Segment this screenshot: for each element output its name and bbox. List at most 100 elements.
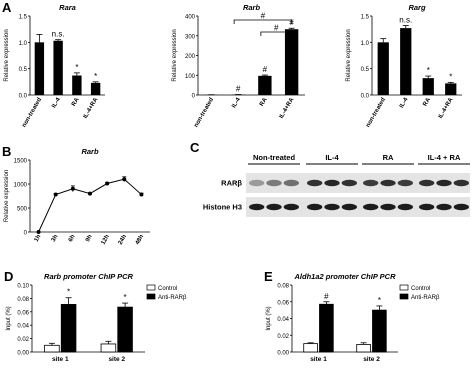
x-tick-label: 1h — [34, 234, 43, 243]
y-tick-label: 0.0 — [361, 94, 370, 100]
chart-title: Aldh1a2 promoter ChIP PCR — [294, 272, 397, 281]
lane-group-label: IL-4 — [325, 153, 339, 162]
y-tick-label: 0 — [192, 94, 196, 100]
x-tick-label: IL-4+RA — [438, 96, 455, 119]
y-tick-label: 0.04 — [17, 324, 29, 330]
y-tick-label: 400 — [185, 15, 196, 21]
legend-swatch — [399, 284, 409, 291]
y-tick-label: 1.0 — [361, 41, 370, 47]
annotation: * — [67, 288, 70, 297]
bar — [356, 344, 371, 353]
bar — [90, 82, 101, 95]
point — [70, 186, 75, 191]
annotation: # — [263, 65, 268, 74]
blot-band — [380, 203, 396, 211]
x-tick-label: RA — [71, 96, 81, 107]
panel-label: A — [2, 0, 12, 15]
panel-label: D — [4, 269, 13, 284]
y-tick-label: 0.00 — [17, 351, 29, 357]
bar — [303, 343, 318, 353]
bar — [319, 303, 334, 353]
annotation: * — [449, 72, 452, 81]
x-tick-label: RA — [422, 96, 432, 107]
y-tick-label: 0.10 — [17, 284, 29, 290]
blot-band — [341, 203, 358, 211]
bar — [445, 83, 457, 95]
annotation: * — [378, 296, 381, 305]
chart-title: Rarb — [243, 3, 261, 12]
y-tick-label: 1500 — [14, 159, 28, 165]
legend-swatch — [146, 284, 156, 291]
line — [38, 178, 142, 233]
blot-band — [307, 203, 323, 211]
blot-band — [453, 179, 470, 187]
blot-band — [436, 203, 452, 211]
x-tick-label: 12h — [101, 234, 112, 246]
chart-title: Rarb — [81, 147, 99, 156]
x-tick-label: 3h — [51, 234, 60, 243]
panel-label: E — [264, 269, 273, 284]
bar — [72, 75, 82, 95]
y-tick-label: 0.04 — [277, 317, 289, 323]
lane-group-label: Non-treated — [253, 153, 296, 162]
blot-band — [363, 179, 379, 187]
blot-band — [436, 179, 452, 187]
y-tick-label: 0.5 — [19, 67, 28, 73]
row-label: RARβ — [221, 179, 242, 188]
x-tick-label: site 2 — [363, 356, 380, 363]
blot-band — [380, 179, 396, 187]
point — [122, 177, 127, 182]
point — [139, 192, 144, 197]
y-tick-label: 0.08 — [17, 297, 29, 303]
blot-band — [324, 179, 340, 187]
y-tick-label: 0.0 — [19, 94, 28, 100]
y-tick-label: 200 — [185, 54, 196, 60]
y-tick-label: 1000 — [14, 183, 28, 189]
y-tick-label: 500 — [17, 207, 28, 213]
y-axis-label: Relative expression — [4, 170, 10, 222]
annotation: * — [75, 63, 78, 72]
legend-swatch — [146, 293, 156, 300]
y-tick-label: 0.06 — [277, 300, 289, 306]
chart-title: Rarg — [408, 3, 426, 12]
y-axis-label: Input (%) — [266, 306, 272, 330]
annotation: * — [124, 293, 127, 302]
lane-group-label: RA — [383, 153, 394, 162]
blot-band — [248, 203, 265, 211]
bar — [422, 78, 434, 95]
x-tick-label: non-treated — [193, 97, 215, 129]
x-tick-label: IL-4+RA — [83, 96, 100, 119]
row-label: Histone H3 — [203, 203, 242, 212]
bar — [117, 306, 133, 353]
bar — [44, 344, 60, 353]
annotation: # — [324, 292, 329, 301]
x-tick-label: IL-4 — [399, 96, 410, 109]
annotation: # — [236, 85, 241, 94]
y-tick-label: 0.00 — [277, 351, 289, 357]
blot-strip — [246, 197, 470, 217]
blot-band — [453, 203, 470, 211]
x-tick-label: IL-4 — [231, 96, 242, 109]
bracket-label: # — [261, 12, 266, 21]
panel-label: B — [2, 144, 11, 159]
x-tick-label: 24h — [118, 234, 129, 246]
legend-label: Anti-RARβ — [158, 295, 187, 301]
point — [36, 230, 41, 234]
x-tick-label: site 2 — [108, 356, 125, 363]
blot-band — [324, 203, 340, 211]
y-tick-label: 0.06 — [17, 310, 29, 316]
blot-band — [363, 203, 379, 211]
annotation: * — [427, 66, 430, 75]
bar — [284, 29, 299, 96]
point — [105, 181, 110, 186]
y-tick-label: 1.5 — [361, 15, 370, 21]
panel-label: C — [190, 140, 200, 155]
point — [88, 191, 92, 196]
blot-band — [419, 203, 435, 211]
x-tick-label: RA — [259, 96, 269, 107]
bracket — [233, 19, 293, 24]
blot-band — [419, 179, 435, 187]
x-tick-label: non-treated — [365, 97, 387, 129]
blot-band — [266, 203, 282, 211]
